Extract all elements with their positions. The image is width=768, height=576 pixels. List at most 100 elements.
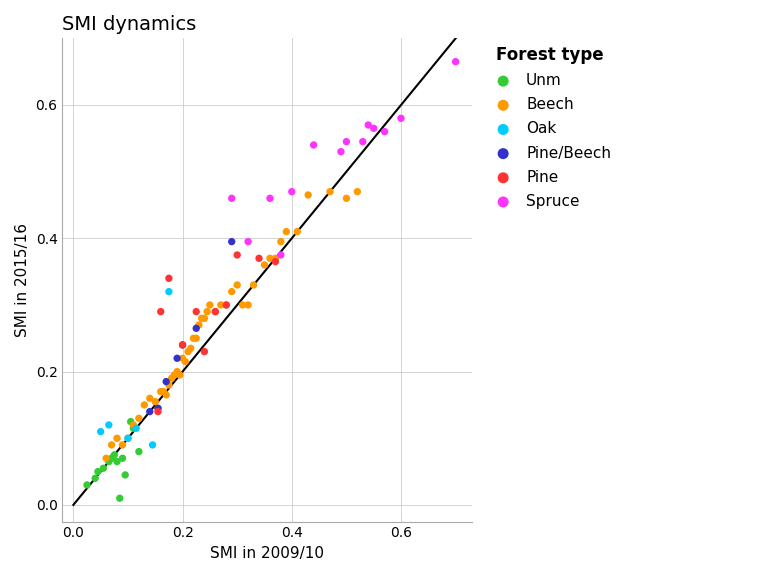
Spruce bbox=[368, 124, 380, 133]
Unm bbox=[114, 494, 126, 503]
Beech bbox=[324, 187, 336, 196]
Beech bbox=[275, 237, 287, 246]
Beech bbox=[196, 314, 208, 323]
Unm bbox=[119, 471, 131, 480]
Beech bbox=[340, 194, 353, 203]
Beech bbox=[302, 190, 314, 199]
Spruce bbox=[263, 194, 276, 203]
Legend: Unm, Beech, Oak, Pine/Beech, Pine, Spruce: Unm, Beech, Oak, Pine/Beech, Pine, Spruc… bbox=[488, 46, 611, 209]
Beech bbox=[220, 300, 233, 309]
Beech bbox=[280, 227, 293, 236]
Pine bbox=[177, 340, 189, 350]
Beech bbox=[100, 454, 112, 463]
Beech bbox=[351, 187, 363, 196]
Beech bbox=[247, 281, 260, 290]
Unm bbox=[108, 450, 121, 460]
Beech bbox=[193, 320, 205, 329]
Beech bbox=[165, 374, 177, 383]
Beech bbox=[163, 380, 175, 389]
Spruce bbox=[307, 141, 319, 150]
Beech bbox=[133, 414, 145, 423]
Pine/Beech bbox=[177, 340, 189, 350]
Beech bbox=[258, 260, 270, 270]
Pine/Beech bbox=[152, 404, 164, 413]
Beech bbox=[152, 404, 164, 413]
Pine bbox=[270, 257, 282, 266]
Spruce bbox=[395, 113, 407, 123]
Spruce bbox=[275, 251, 287, 260]
X-axis label: SMI in 2009/10: SMI in 2009/10 bbox=[210, 546, 324, 561]
Beech bbox=[116, 440, 128, 449]
Beech bbox=[127, 420, 140, 430]
Pine/Beech bbox=[171, 354, 184, 363]
Spruce bbox=[362, 120, 374, 130]
Beech bbox=[187, 334, 200, 343]
Oak bbox=[147, 440, 159, 449]
Unm bbox=[133, 447, 145, 456]
Beech bbox=[214, 300, 227, 309]
Oak bbox=[103, 420, 115, 430]
Pine/Beech bbox=[226, 237, 238, 246]
Unm bbox=[91, 467, 104, 476]
Pine/Beech bbox=[144, 407, 156, 416]
Pine/Beech bbox=[190, 324, 202, 333]
Beech bbox=[270, 253, 282, 263]
Spruce bbox=[356, 137, 369, 146]
Unm bbox=[98, 464, 110, 473]
Spruce bbox=[335, 147, 347, 156]
Pine bbox=[253, 253, 265, 263]
Spruce bbox=[242, 237, 254, 246]
Beech bbox=[154, 387, 167, 396]
Beech bbox=[138, 400, 151, 410]
Y-axis label: SMI in 2015/16: SMI in 2015/16 bbox=[15, 223, 30, 337]
Beech bbox=[190, 334, 202, 343]
Beech bbox=[184, 344, 197, 353]
Beech bbox=[291, 227, 303, 236]
Spruce bbox=[286, 187, 298, 196]
Beech bbox=[226, 287, 238, 296]
Pine bbox=[209, 307, 221, 316]
Beech bbox=[157, 387, 170, 396]
Oak bbox=[122, 434, 134, 443]
Beech bbox=[182, 347, 194, 356]
Unm bbox=[116, 454, 128, 463]
Unm bbox=[103, 457, 115, 466]
Oak bbox=[130, 424, 142, 433]
Pine bbox=[163, 274, 175, 283]
Oak bbox=[163, 287, 175, 296]
Beech bbox=[201, 307, 214, 316]
Beech bbox=[105, 440, 118, 449]
Pine/Beech bbox=[160, 377, 172, 386]
Unm bbox=[105, 454, 118, 463]
Beech bbox=[144, 393, 156, 403]
Unm bbox=[81, 480, 93, 490]
Spruce bbox=[449, 57, 462, 66]
Beech bbox=[174, 370, 186, 380]
Pine bbox=[220, 300, 233, 309]
Unm bbox=[124, 417, 137, 426]
Oak bbox=[94, 427, 107, 436]
Pine bbox=[231, 251, 243, 260]
Pine bbox=[152, 407, 164, 416]
Pine bbox=[190, 307, 202, 316]
Beech bbox=[168, 370, 180, 380]
Spruce bbox=[379, 127, 391, 137]
Unm bbox=[89, 473, 101, 483]
Beech bbox=[263, 253, 276, 263]
Unm bbox=[127, 424, 140, 433]
Beech bbox=[111, 434, 123, 443]
Spruce bbox=[340, 137, 353, 146]
Unm bbox=[111, 457, 123, 466]
Beech bbox=[198, 314, 210, 323]
Beech bbox=[160, 391, 172, 400]
Beech bbox=[209, 307, 221, 316]
Spruce bbox=[226, 194, 238, 203]
Pine bbox=[154, 307, 167, 316]
Beech bbox=[122, 434, 134, 443]
Beech bbox=[231, 281, 243, 290]
Text: SMI dynamics: SMI dynamics bbox=[62, 15, 197, 34]
Pine bbox=[198, 347, 210, 356]
Beech bbox=[179, 357, 191, 366]
Beech bbox=[171, 367, 184, 376]
Beech bbox=[237, 300, 249, 309]
